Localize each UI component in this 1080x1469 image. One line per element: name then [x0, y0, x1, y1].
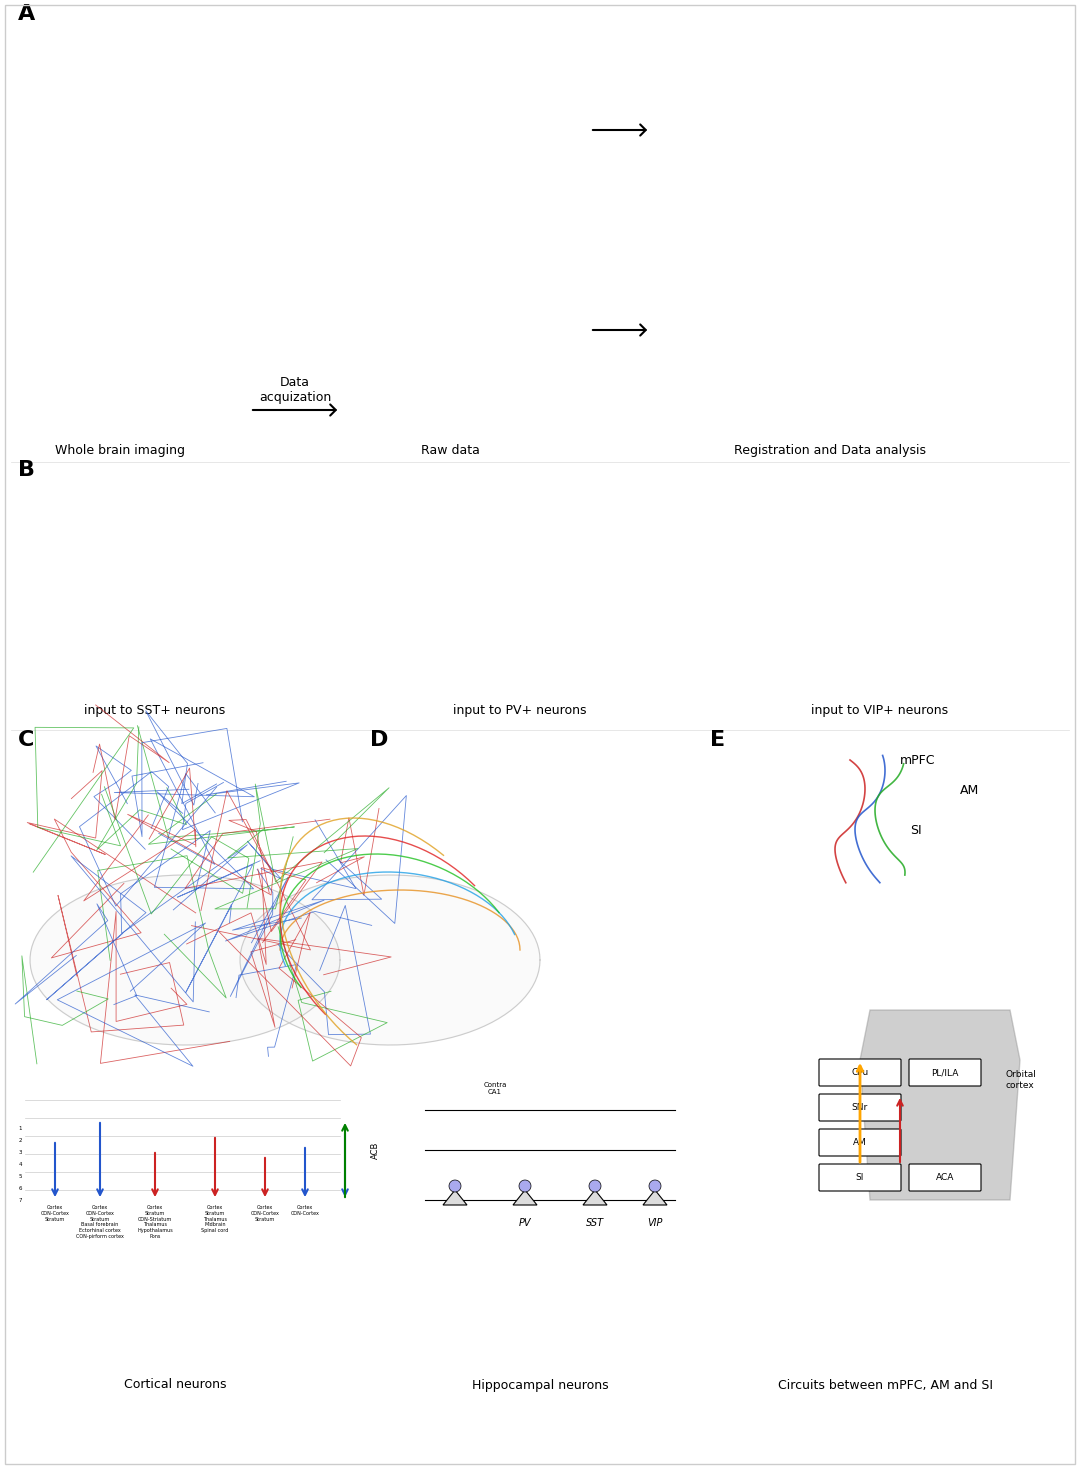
Text: SNr: SNr	[852, 1103, 868, 1112]
Text: Raw data: Raw data	[420, 444, 480, 457]
FancyBboxPatch shape	[819, 1094, 901, 1121]
FancyBboxPatch shape	[819, 1163, 901, 1191]
Text: 5: 5	[18, 1174, 22, 1178]
Text: ACB: ACB	[372, 1141, 380, 1159]
Text: 2: 2	[18, 1137, 22, 1143]
Text: Registration and Data analysis: Registration and Data analysis	[734, 444, 926, 457]
Text: Orbital
cortex: Orbital cortex	[1005, 1071, 1036, 1090]
Polygon shape	[30, 876, 340, 1044]
Text: PL/ILA: PL/ILA	[931, 1068, 959, 1077]
Text: 7: 7	[18, 1197, 22, 1203]
Circle shape	[589, 1180, 600, 1191]
Text: Cortex
Stratum
CON-Striatum
Thalamus
Hypothalamus
Pons: Cortex Stratum CON-Striatum Thalamus Hyp…	[137, 1205, 173, 1238]
Text: 3: 3	[18, 1150, 22, 1155]
Text: Cortex
Stratum
Thalamus
Midbrain
Spinal cord: Cortex Stratum Thalamus Midbrain Spinal …	[201, 1205, 229, 1232]
Text: 4: 4	[18, 1162, 22, 1166]
Text: input to SST+ neurons: input to SST+ neurons	[84, 704, 226, 717]
Text: input to VIP+ neurons: input to VIP+ neurons	[811, 704, 948, 717]
Text: SI: SI	[855, 1174, 864, 1183]
FancyBboxPatch shape	[909, 1059, 981, 1086]
Text: mPFC: mPFC	[900, 754, 935, 767]
Circle shape	[519, 1180, 531, 1191]
FancyBboxPatch shape	[819, 1130, 901, 1156]
Polygon shape	[240, 876, 540, 1044]
Text: Cortex
CON-Cortex
Stratum: Cortex CON-Cortex Stratum	[251, 1205, 280, 1222]
Text: input to PV+ neurons: input to PV+ neurons	[454, 704, 586, 717]
Text: ACA: ACA	[935, 1174, 955, 1183]
Text: Cortex
CON-Cortex
Stratum: Cortex CON-Cortex Stratum	[41, 1205, 69, 1222]
Polygon shape	[860, 1011, 1020, 1200]
Text: Whole brain imaging: Whole brain imaging	[55, 444, 185, 457]
Text: Circuits between mPFC, AM and SI: Circuits between mPFC, AM and SI	[778, 1378, 993, 1391]
Text: 1: 1	[18, 1125, 22, 1131]
Polygon shape	[513, 1190, 537, 1205]
Text: A: A	[18, 4, 36, 24]
Text: AM: AM	[960, 783, 980, 796]
Text: 6: 6	[18, 1185, 22, 1190]
Text: Cortical neurons: Cortical neurons	[124, 1378, 226, 1391]
Text: B: B	[18, 460, 35, 480]
FancyBboxPatch shape	[909, 1163, 981, 1191]
Text: Hippocampal neurons: Hippocampal neurons	[472, 1378, 608, 1391]
Polygon shape	[443, 1190, 467, 1205]
Text: SST: SST	[586, 1218, 604, 1228]
Circle shape	[449, 1180, 461, 1191]
Text: Cortex
CON-Cortex: Cortex CON-Cortex	[291, 1205, 320, 1216]
Text: Contra
CA1: Contra CA1	[484, 1083, 507, 1094]
FancyBboxPatch shape	[819, 1059, 901, 1086]
Text: CPu: CPu	[851, 1068, 868, 1077]
Text: PV: PV	[518, 1218, 531, 1228]
Text: Data
acquization: Data acquization	[259, 376, 332, 404]
Text: SI: SI	[910, 824, 921, 836]
Text: VIP: VIP	[647, 1218, 663, 1228]
Polygon shape	[643, 1190, 667, 1205]
Text: E: E	[710, 730, 725, 751]
Text: AM: AM	[853, 1138, 867, 1147]
Text: D: D	[370, 730, 389, 751]
Polygon shape	[583, 1190, 607, 1205]
Text: Cortex
CON-Cortex
Stratum
Basal forebrain
Ectorhinal cortex
CON-pirform cortex: Cortex CON-Cortex Stratum Basal forebrai…	[76, 1205, 124, 1238]
Text: C: C	[18, 730, 35, 751]
Circle shape	[649, 1180, 661, 1191]
